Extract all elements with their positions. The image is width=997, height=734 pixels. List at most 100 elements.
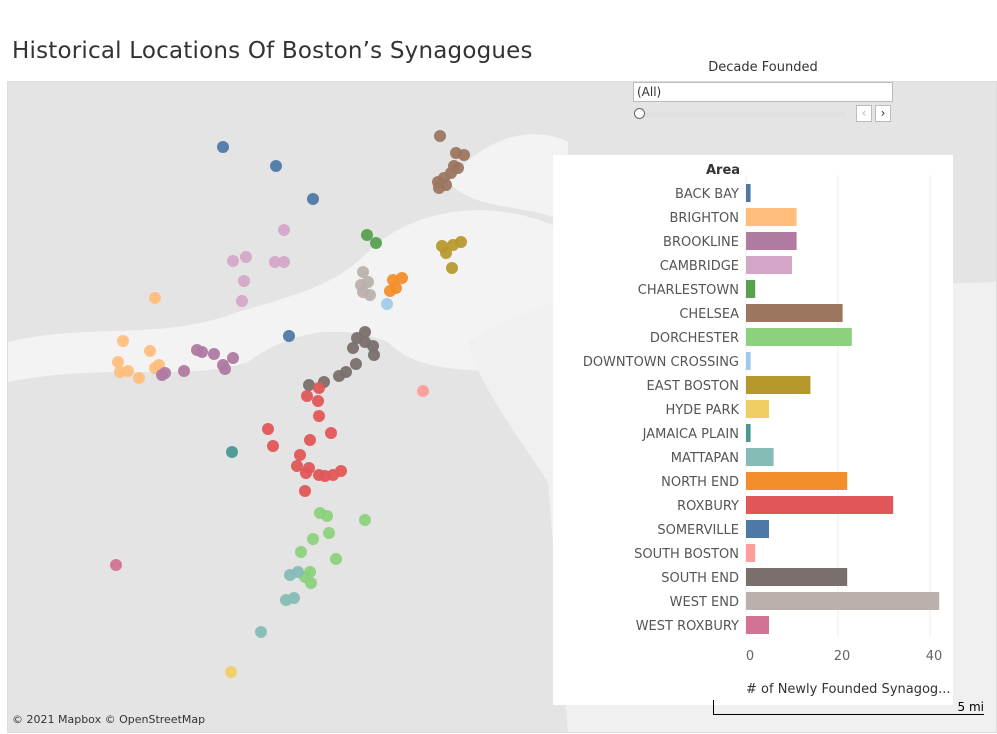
bar[interactable]	[746, 400, 769, 418]
synagogue-marker[interactable]	[333, 370, 345, 382]
next-button[interactable]: ›	[875, 105, 891, 122]
synagogue-marker[interactable]	[196, 346, 208, 358]
synagogue-marker[interactable]	[217, 141, 229, 153]
synagogue-marker[interactable]	[283, 330, 295, 342]
synagogue-marker[interactable]	[323, 527, 335, 539]
synagogue-marker[interactable]	[305, 577, 317, 589]
synagogue-marker[interactable]	[236, 295, 248, 307]
synagogue-marker[interactable]	[364, 289, 376, 301]
bar[interactable]	[746, 520, 769, 538]
bar[interactable]	[746, 304, 843, 322]
synagogue-marker[interactable]	[455, 236, 467, 248]
synagogue-marker[interactable]	[361, 229, 373, 241]
synagogue-marker[interactable]	[458, 149, 470, 161]
category-label: EAST BOSTON	[646, 379, 739, 394]
synagogue-marker[interactable]	[448, 160, 460, 172]
bar[interactable]	[746, 376, 811, 394]
synagogue-marker[interactable]	[350, 358, 362, 370]
synagogue-marker[interactable]	[240, 251, 252, 263]
synagogue-marker[interactable]	[368, 349, 380, 361]
synagogue-marker[interactable]	[295, 546, 307, 558]
synagogue-marker[interactable]	[144, 345, 156, 357]
decade-slider-track[interactable]	[637, 112, 845, 117]
synagogue-marker[interactable]	[227, 352, 239, 364]
synagogue-marker[interactable]	[255, 626, 267, 638]
synagogue-marker[interactable]	[270, 160, 282, 172]
synagogue-marker[interactable]	[278, 256, 290, 268]
synagogue-marker[interactable]	[301, 390, 313, 402]
synagogue-marker[interactable]	[304, 434, 316, 446]
synagogue-marker[interactable]	[159, 367, 171, 379]
synagogue-marker[interactable]	[269, 256, 281, 268]
synagogue-marker[interactable]	[367, 340, 379, 352]
category-label: SOMERVILLE	[657, 523, 739, 538]
synagogue-marker[interactable]	[117, 335, 129, 347]
bar[interactable]	[746, 448, 774, 466]
synagogue-marker[interactable]	[267, 440, 279, 452]
bar[interactable]	[746, 256, 792, 274]
bar[interactable]	[746, 544, 756, 562]
synagogue-marker[interactable]	[446, 262, 458, 274]
synagogue-marker[interactable]	[370, 237, 382, 249]
synagogue-marker[interactable]	[227, 255, 239, 267]
synagogue-marker[interactable]	[417, 385, 429, 397]
bar[interactable]	[746, 328, 852, 346]
synagogue-marker[interactable]	[299, 485, 311, 497]
bar[interactable]	[746, 616, 769, 634]
synagogue-marker[interactable]	[307, 193, 319, 205]
bar[interactable]	[746, 424, 751, 442]
synagogue-marker[interactable]	[278, 224, 290, 236]
bar[interactable]	[746, 352, 751, 370]
synagogue-marker[interactable]	[321, 510, 333, 522]
synagogue-marker[interactable]	[133, 372, 145, 384]
synagogue-marker[interactable]	[238, 275, 250, 287]
synagogue-marker[interactable]	[226, 446, 238, 458]
synagogue-marker[interactable]	[312, 395, 324, 407]
synagogue-marker[interactable]	[303, 462, 315, 474]
synagogue-marker[interactable]	[436, 240, 448, 252]
synagogue-marker[interactable]	[335, 465, 347, 477]
decade-slider-thumb[interactable]	[634, 108, 645, 119]
synagogue-marker[interactable]	[110, 559, 122, 571]
synagogue-marker[interactable]	[313, 382, 325, 394]
synagogue-marker[interactable]	[330, 553, 342, 565]
synagogue-marker[interactable]	[359, 326, 371, 338]
synagogue-marker[interactable]	[225, 666, 237, 678]
synagogue-marker[interactable]	[313, 410, 325, 422]
synagogue-marker[interactable]	[292, 566, 304, 578]
synagogue-marker[interactable]	[288, 592, 300, 604]
bar[interactable]	[746, 184, 751, 202]
synagogue-marker[interactable]	[347, 342, 359, 354]
synagogue-marker[interactable]	[440, 179, 452, 191]
synagogue-marker[interactable]	[307, 533, 319, 545]
synagogue-marker[interactable]	[434, 130, 446, 142]
synagogue-marker[interactable]	[357, 266, 369, 278]
category-label: NORTH END	[661, 475, 739, 490]
synagogue-marker[interactable]	[262, 423, 274, 435]
bar[interactable]	[746, 208, 797, 226]
bar[interactable]	[746, 496, 894, 514]
decade-filter-dropdown[interactable]: (All)	[633, 82, 893, 102]
synagogue-marker[interactable]	[294, 449, 306, 461]
synagogue-marker[interactable]	[122, 365, 134, 377]
bar[interactable]	[746, 280, 756, 298]
synagogue-marker[interactable]	[384, 285, 396, 297]
bar[interactable]	[746, 232, 797, 250]
bar[interactable]	[746, 568, 848, 586]
synagogue-marker[interactable]	[291, 460, 303, 472]
synagogue-marker[interactable]	[303, 379, 315, 391]
synagogue-marker[interactable]	[325, 427, 337, 439]
bar[interactable]	[746, 472, 848, 490]
prev-button[interactable]: ‹	[856, 105, 872, 122]
synagogue-marker[interactable]	[396, 272, 408, 284]
synagogue-marker[interactable]	[381, 298, 393, 310]
synagogue-marker[interactable]	[219, 363, 231, 375]
synagogue-marker[interactable]	[178, 365, 190, 377]
bar[interactable]	[746, 592, 940, 610]
synagogue-marker[interactable]	[112, 356, 124, 368]
map-scale: 5 mi	[713, 700, 984, 715]
synagogue-marker[interactable]	[355, 279, 367, 291]
synagogue-marker[interactable]	[359, 514, 371, 526]
synagogue-marker[interactable]	[208, 348, 220, 360]
synagogue-marker[interactable]	[149, 292, 161, 304]
